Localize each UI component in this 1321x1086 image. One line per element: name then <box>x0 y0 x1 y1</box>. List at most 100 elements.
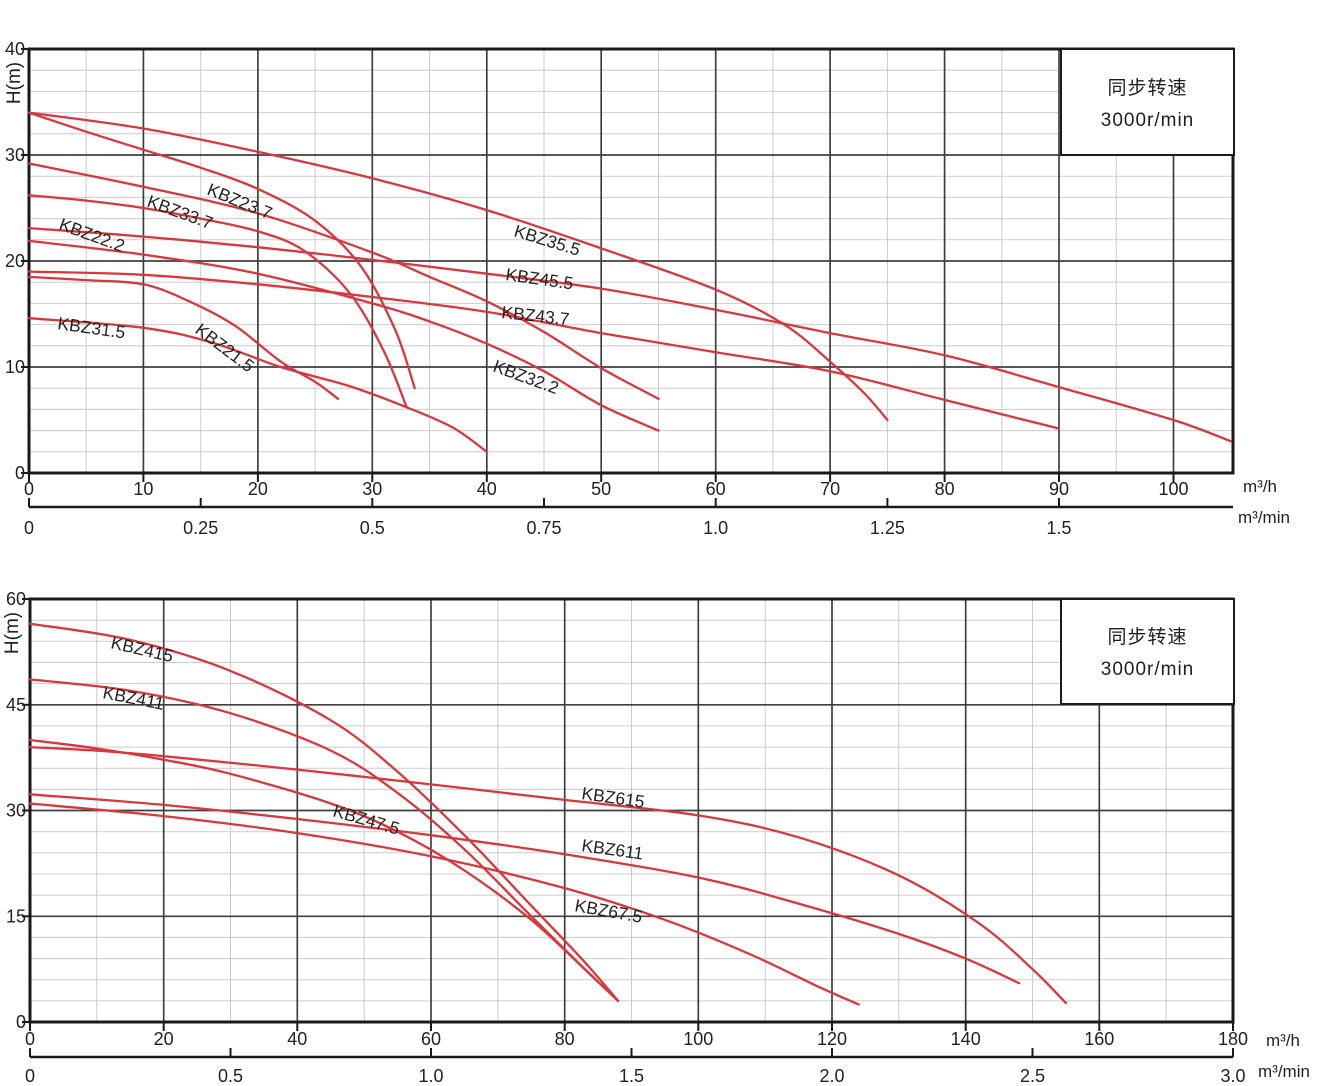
curve-KBZ411 <box>28 678 620 1003</box>
curve-KBZ33.7 <box>27 162 660 400</box>
curve-KBZ22.2 <box>27 194 408 409</box>
curve-label-KBZ22.2: KBZ22.2 <box>57 214 128 256</box>
curve-label-KBZ35.5: KBZ35.5 <box>512 221 583 260</box>
grid-minor <box>30 599 1233 1022</box>
curve-KBZ45.5 <box>27 226 1232 443</box>
y-tick-label: 60 <box>6 589 26 609</box>
curve-KBZ67.5 <box>28 802 860 1006</box>
x-tick-label-secondary: 1.0 <box>703 518 728 538</box>
x-tick-label-secondary: 1.0 <box>418 1066 443 1086</box>
chart-bottom: 0 20 40 60 80 100 120 140 160 180 0 15 30 45 60 0 0.5 1.0… <box>6 589 1248 1086</box>
grid-major <box>30 599 1233 1022</box>
y-axis-tick-labels: 0 15 30 45 60 <box>6 589 26 1032</box>
x-axis-unit-primary-top: m³/h <box>1243 477 1277 496</box>
curve-label-KBZ615: KBZ615 <box>580 783 645 812</box>
x-axis-primary-labels: 0 10 20 30 40 50 60 70 80 90 100 <box>24 479 1189 499</box>
x-tick-label-secondary: 1.25 <box>870 518 905 538</box>
x-axis-primary <box>29 1023 1234 1031</box>
x-axis-secondary-labels: 0 0.5 1.0 1.5 2.0 2.5 3.0 <box>25 1066 1246 1086</box>
x-tick-label: 40 <box>287 1029 307 1049</box>
y-axis-tick-labels: 0 10 20 30 40 <box>5 39 25 483</box>
sync-speed-caption: 同步转速 <box>1107 627 1188 648</box>
x-tick-label: 0 <box>24 479 34 499</box>
x-tick-label: 180 <box>1218 1029 1248 1049</box>
sync-speed-value: 3000r/min <box>1100 109 1195 131</box>
y-tick-label: 0 <box>16 1012 26 1032</box>
x-tick-label-secondary: 0.25 <box>183 518 218 538</box>
plot-border <box>28 597 1235 1024</box>
grid-minor <box>29 49 1233 473</box>
y-tick-label: 15 <box>6 906 26 926</box>
y-tick-label: 10 <box>5 357 25 377</box>
pump-curves <box>28 622 1068 1006</box>
x-tick-label: 60 <box>706 479 726 499</box>
y-axis-label-bottom-chart: H(m) <box>2 611 23 655</box>
curve-KBZ23.7 <box>27 111 416 390</box>
y-tick-label: 30 <box>5 145 25 165</box>
y-tick-label: 20 <box>5 251 25 271</box>
x-axis-primary <box>28 474 1175 482</box>
y-tick-label: 40 <box>5 39 25 59</box>
curve-KBZ47.5 <box>28 738 620 1003</box>
curve-KBZ611 <box>28 793 1021 985</box>
y-axis-label-top-chart: H(m) <box>4 61 25 105</box>
pump-curves <box>27 111 1232 453</box>
x-tick-label-secondary: 0.5 <box>218 1066 243 1086</box>
curve-label-KBZ411: KBZ411 <box>101 682 166 713</box>
x-axis-primary-labels: 0 20 40 60 80 100 120 140 160 180 <box>25 1029 1248 1049</box>
sync-speed-caption: 同步转速 <box>1107 77 1188 99</box>
y-axis-ticks <box>21 48 28 474</box>
x-tick-label: 10 <box>133 479 153 499</box>
curve-KBZ415 <box>28 622 620 1003</box>
x-axis-unit-primary-bottom: m³/h <box>1266 1031 1300 1050</box>
sync-speed-box-bottom: 同步转速 3000r/min <box>1060 598 1235 705</box>
x-axis-unit-secondary-bottom: m³/min <box>1258 1062 1310 1081</box>
y-axis-ticks <box>22 598 29 1023</box>
curve-label-KBZ31.5: KBZ31.5 <box>56 313 126 342</box>
curve-label-KBZ415: KBZ415 <box>109 632 175 666</box>
x-tick-label-secondary: 3.0 <box>1220 1066 1245 1086</box>
curve-KBZ32.2 <box>27 239 660 432</box>
x-tick-label: 60 <box>421 1029 441 1049</box>
x-axis-unit-secondary-top: m³/min <box>1238 508 1290 527</box>
x-tick-label: 20 <box>154 1029 174 1049</box>
sync-speed-box-top: 同步转速 3000r/min <box>1060 48 1235 156</box>
x-axis-secondary <box>29 1048 1234 1059</box>
x-tick-label: 90 <box>1049 479 1069 499</box>
x-tick-label: 50 <box>591 479 611 499</box>
x-tick-label-secondary: 0 <box>25 1066 35 1086</box>
x-tick-label: 100 <box>1158 479 1188 499</box>
x-tick-label-secondary: 1.5 <box>1046 518 1071 538</box>
x-tick-label: 30 <box>362 479 382 499</box>
x-tick-label: 80 <box>555 1029 575 1049</box>
x-axis-secondary-labels: 0 0.25 0.5 0.75 1.0 1.25 1.5 <box>24 518 1072 538</box>
x-tick-label-secondary: 2.0 <box>819 1066 844 1086</box>
x-axis-secondary <box>28 498 1233 509</box>
y-tick-label: 30 <box>6 801 26 821</box>
x-tick-label-secondary: 0.5 <box>360 518 385 538</box>
x-tick-label: 0 <box>25 1029 35 1049</box>
curve-KBZ21.5 <box>27 275 340 400</box>
sync-speed-value: 3000r/min <box>1100 659 1195 680</box>
x-tick-label: 80 <box>935 479 955 499</box>
x-tick-label: 70 <box>820 479 840 499</box>
y-tick-label: 45 <box>6 695 26 715</box>
x-tick-label: 100 <box>683 1029 713 1049</box>
curve-label-KBZ23.7: KBZ23.7 <box>205 179 276 223</box>
x-tick-label: 140 <box>951 1029 981 1049</box>
x-tick-label: 20 <box>248 479 268 499</box>
y-tick-label: 0 <box>15 463 25 483</box>
grid-major <box>29 49 1233 473</box>
curve-label-KBZ47.5: KBZ47.5 <box>331 801 402 839</box>
x-tick-label: 160 <box>1084 1029 1114 1049</box>
x-tick-label-secondary: 0.75 <box>526 518 561 538</box>
curve-label-KBZ45.5: KBZ45.5 <box>504 264 574 293</box>
curve-label-KBZ67.5: KBZ67.5 <box>573 895 644 927</box>
x-tick-label-secondary: 2.5 <box>1020 1066 1045 1086</box>
x-tick-label: 120 <box>817 1029 847 1049</box>
curve-KBZ43.7 <box>27 270 1061 430</box>
curve-KBZ615 <box>28 745 1068 1005</box>
